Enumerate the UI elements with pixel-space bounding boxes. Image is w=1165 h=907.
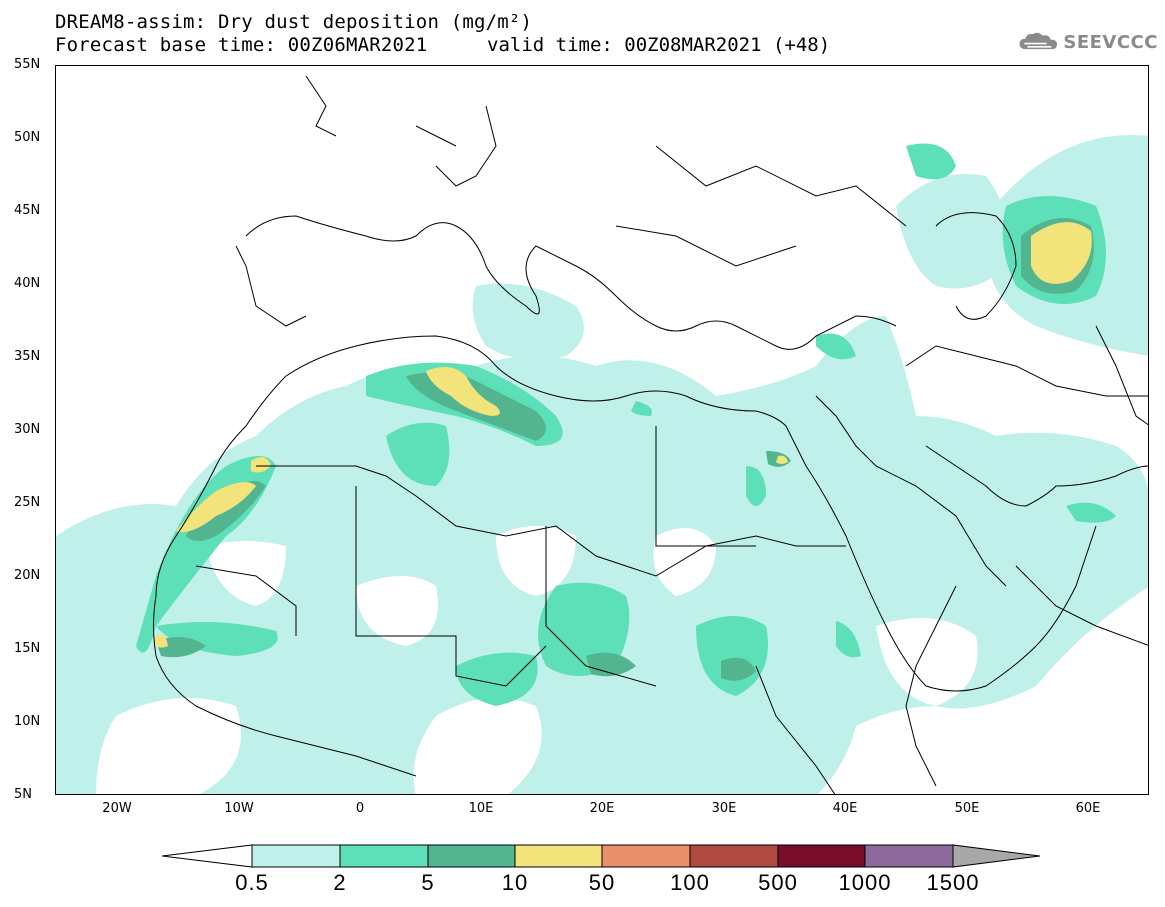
coastlines-and-borders <box>153 75 1148 794</box>
logo-text: SEEVCCC <box>1063 31 1158 53</box>
lat-label: 5N <box>14 787 32 802</box>
legend-label: 500 <box>758 870 798 895</box>
legend-label: 1000 <box>838 870 892 895</box>
no-deposition-areas <box>96 526 978 794</box>
lat-label: 50N <box>14 130 41 145</box>
map-panel <box>55 65 1149 795</box>
lat-label: 20N <box>14 568 41 583</box>
legend-label: 0.5 <box>235 870 269 895</box>
dust-deposition-map <box>56 75 1148 794</box>
legend-label: 2 <box>333 870 347 895</box>
legend-swatch <box>777 844 866 868</box>
lon-label: 20W <box>102 801 132 816</box>
shade-0-5-2 <box>56 135 1148 794</box>
map-title: DREAM8-assim: Dry dust deposition (mg/m²… <box>55 11 533 33</box>
lat-label: 40N <box>14 276 41 291</box>
legend-swatch <box>689 844 779 868</box>
lon-label: 10W <box>224 801 254 816</box>
forecast-base-time: Forecast base time: 00Z06MAR2021 <box>55 34 428 56</box>
cloud-icon <box>1019 32 1057 50</box>
legend-label: 50 <box>588 870 616 895</box>
color-legend <box>162 844 1041 868</box>
legend-arrow-left <box>162 844 253 868</box>
lat-label: 35N <box>14 349 41 364</box>
valid-time: valid time: 00Z08MAR2021 (+48) <box>487 34 831 56</box>
lon-label: 50E <box>954 801 980 816</box>
shade-10-50 <box>154 222 1092 648</box>
legend-swatch <box>514 844 603 868</box>
lat-label: 45N <box>14 203 41 218</box>
legend-swatch <box>251 844 341 868</box>
legend-label: 10 <box>501 870 529 895</box>
lat-label: 55N <box>14 57 41 72</box>
lat-label: 10N <box>14 714 41 729</box>
lon-label: 60E <box>1075 801 1101 816</box>
legend-swatch <box>601 844 691 868</box>
lat-label: 15N <box>14 641 41 656</box>
legend-swatch <box>427 844 516 868</box>
lat-label: 25N <box>14 495 41 510</box>
legend-label: 1500 <box>926 870 980 895</box>
lon-label: 40E <box>832 801 858 816</box>
legend-arrow-right <box>952 844 1041 868</box>
legend-swatch <box>864 844 954 868</box>
lon-label: 20E <box>589 801 615 816</box>
legend-label: 100 <box>670 870 710 895</box>
seevccc-logo: SEEVCCC <box>1018 28 1158 56</box>
lon-label: 0 <box>355 801 365 816</box>
legend-label: 5 <box>421 870 435 895</box>
legend-swatch <box>339 844 429 868</box>
lat-label: 30N <box>14 422 41 437</box>
lon-label: 10E <box>468 801 494 816</box>
lon-label: 30E <box>711 801 737 816</box>
